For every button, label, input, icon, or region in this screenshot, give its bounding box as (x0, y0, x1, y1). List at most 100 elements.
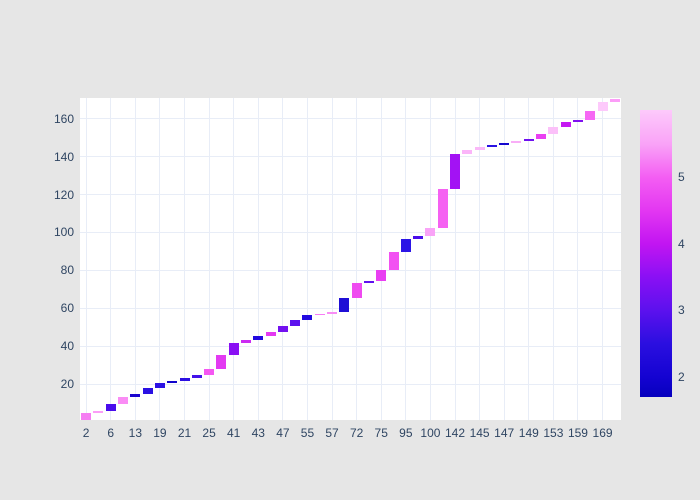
x-tick-label: 13 (128, 426, 142, 440)
x-gridline (454, 98, 456, 420)
bar[interactable] (314, 313, 325, 316)
bar[interactable] (572, 119, 583, 123)
bar[interactable] (363, 281, 374, 284)
bar[interactable] (609, 98, 620, 102)
x-tick-label: 25 (202, 426, 216, 440)
y-gridline (80, 383, 621, 385)
x-tick-label: 95 (399, 426, 413, 440)
x-gridline (184, 98, 185, 420)
bar[interactable] (93, 410, 104, 414)
y-tick-label: 100 (53, 225, 74, 240)
x-gridline (306, 98, 308, 420)
x-gridline (380, 98, 382, 420)
colorbar-tick-label: 5 (678, 170, 685, 185)
x-tick-label: 153 (543, 426, 564, 440)
x-tick-label: 2 (82, 426, 90, 440)
bar[interactable] (142, 387, 153, 395)
bar[interactable] (105, 403, 116, 411)
x-gridline (429, 98, 431, 420)
x-gridline (405, 98, 407, 420)
bar[interactable] (425, 227, 436, 237)
bar[interactable] (548, 126, 559, 134)
x-tick-label: 6 (107, 426, 115, 440)
bar[interactable] (474, 146, 485, 150)
x-tick-label: 149 (518, 426, 539, 440)
x-tick-label: 100 (420, 426, 441, 440)
bar[interactable] (523, 138, 534, 141)
x-gridline (85, 98, 87, 420)
x-tick-label: 47 (276, 426, 290, 440)
bar[interactable] (81, 413, 92, 420)
bar[interactable] (388, 252, 399, 271)
bar[interactable] (216, 355, 227, 369)
bar[interactable] (486, 144, 497, 147)
bar[interactable] (351, 283, 362, 298)
y-tick-label: 160 (53, 111, 74, 126)
y-tick-label: 120 (53, 187, 74, 202)
bar[interactable] (499, 142, 510, 145)
x-gridline (282, 98, 284, 420)
x-tick-label: 43 (251, 426, 265, 440)
colorbar-tick-label: 2 (678, 370, 685, 385)
x-tick-label: 21 (177, 426, 192, 440)
bar[interactable] (400, 239, 411, 253)
bar[interactable] (130, 394, 141, 398)
bar[interactable] (179, 377, 190, 381)
x-tick-label: 169 (592, 426, 613, 440)
y-tick-label: 80 (60, 263, 74, 278)
y-gridline (80, 269, 621, 271)
y-tick-label: 140 (53, 149, 74, 164)
bar[interactable] (536, 133, 547, 139)
bar[interactable] (511, 140, 522, 143)
bar[interactable] (413, 236, 424, 240)
bar[interactable] (585, 111, 596, 120)
bar[interactable] (154, 383, 165, 388)
x-tick-label: 57 (325, 426, 339, 440)
colorbar-gradient (640, 110, 672, 397)
x-tick-label: 75 (374, 426, 388, 440)
bar[interactable] (253, 336, 264, 341)
x-gridline (208, 98, 210, 420)
bar[interactable] (560, 122, 571, 127)
bar[interactable] (462, 149, 473, 154)
bar[interactable] (265, 332, 276, 337)
y-tick-label: 20 (60, 377, 74, 391)
x-gridline (356, 98, 358, 420)
colorbar-tick-label: 3 (678, 303, 685, 318)
x-gridline (528, 98, 530, 420)
y-tick-label: 40 (60, 339, 74, 354)
bar[interactable] (339, 297, 350, 313)
bar[interactable] (240, 340, 251, 344)
bar[interactable] (228, 343, 239, 356)
colorbar-tick-label: 4 (678, 236, 685, 251)
x-tick-label: 55 (300, 426, 315, 440)
y-gridline (80, 194, 621, 196)
bar[interactable] (450, 153, 460, 189)
x-tick-label: 19 (153, 426, 167, 440)
x-gridline (233, 98, 235, 420)
bar[interactable] (290, 319, 301, 327)
x-gridline (577, 98, 579, 420)
bar[interactable] (118, 397, 129, 404)
x-gridline (257, 98, 259, 420)
bar[interactable] (204, 368, 215, 376)
x-tick-label: 41 (227, 426, 241, 440)
plot-area[interactable] (80, 98, 621, 420)
bar[interactable] (327, 312, 338, 314)
bar[interactable] (167, 380, 178, 384)
y-gridline (80, 156, 621, 158)
x-gridline (159, 98, 161, 420)
x-gridline (602, 98, 604, 420)
bar[interactable] (302, 315, 313, 320)
x-gridline (503, 98, 505, 420)
bar[interactable] (277, 326, 288, 333)
y-gridline (80, 231, 621, 233)
bar[interactable] (376, 270, 387, 282)
bar[interactable] (191, 375, 202, 378)
y-tick-label: 60 (60, 301, 74, 316)
bar[interactable] (437, 188, 448, 228)
x-gridline (110, 98, 112, 420)
x-gridline (331, 98, 333, 420)
bar[interactable] (597, 101, 608, 112)
